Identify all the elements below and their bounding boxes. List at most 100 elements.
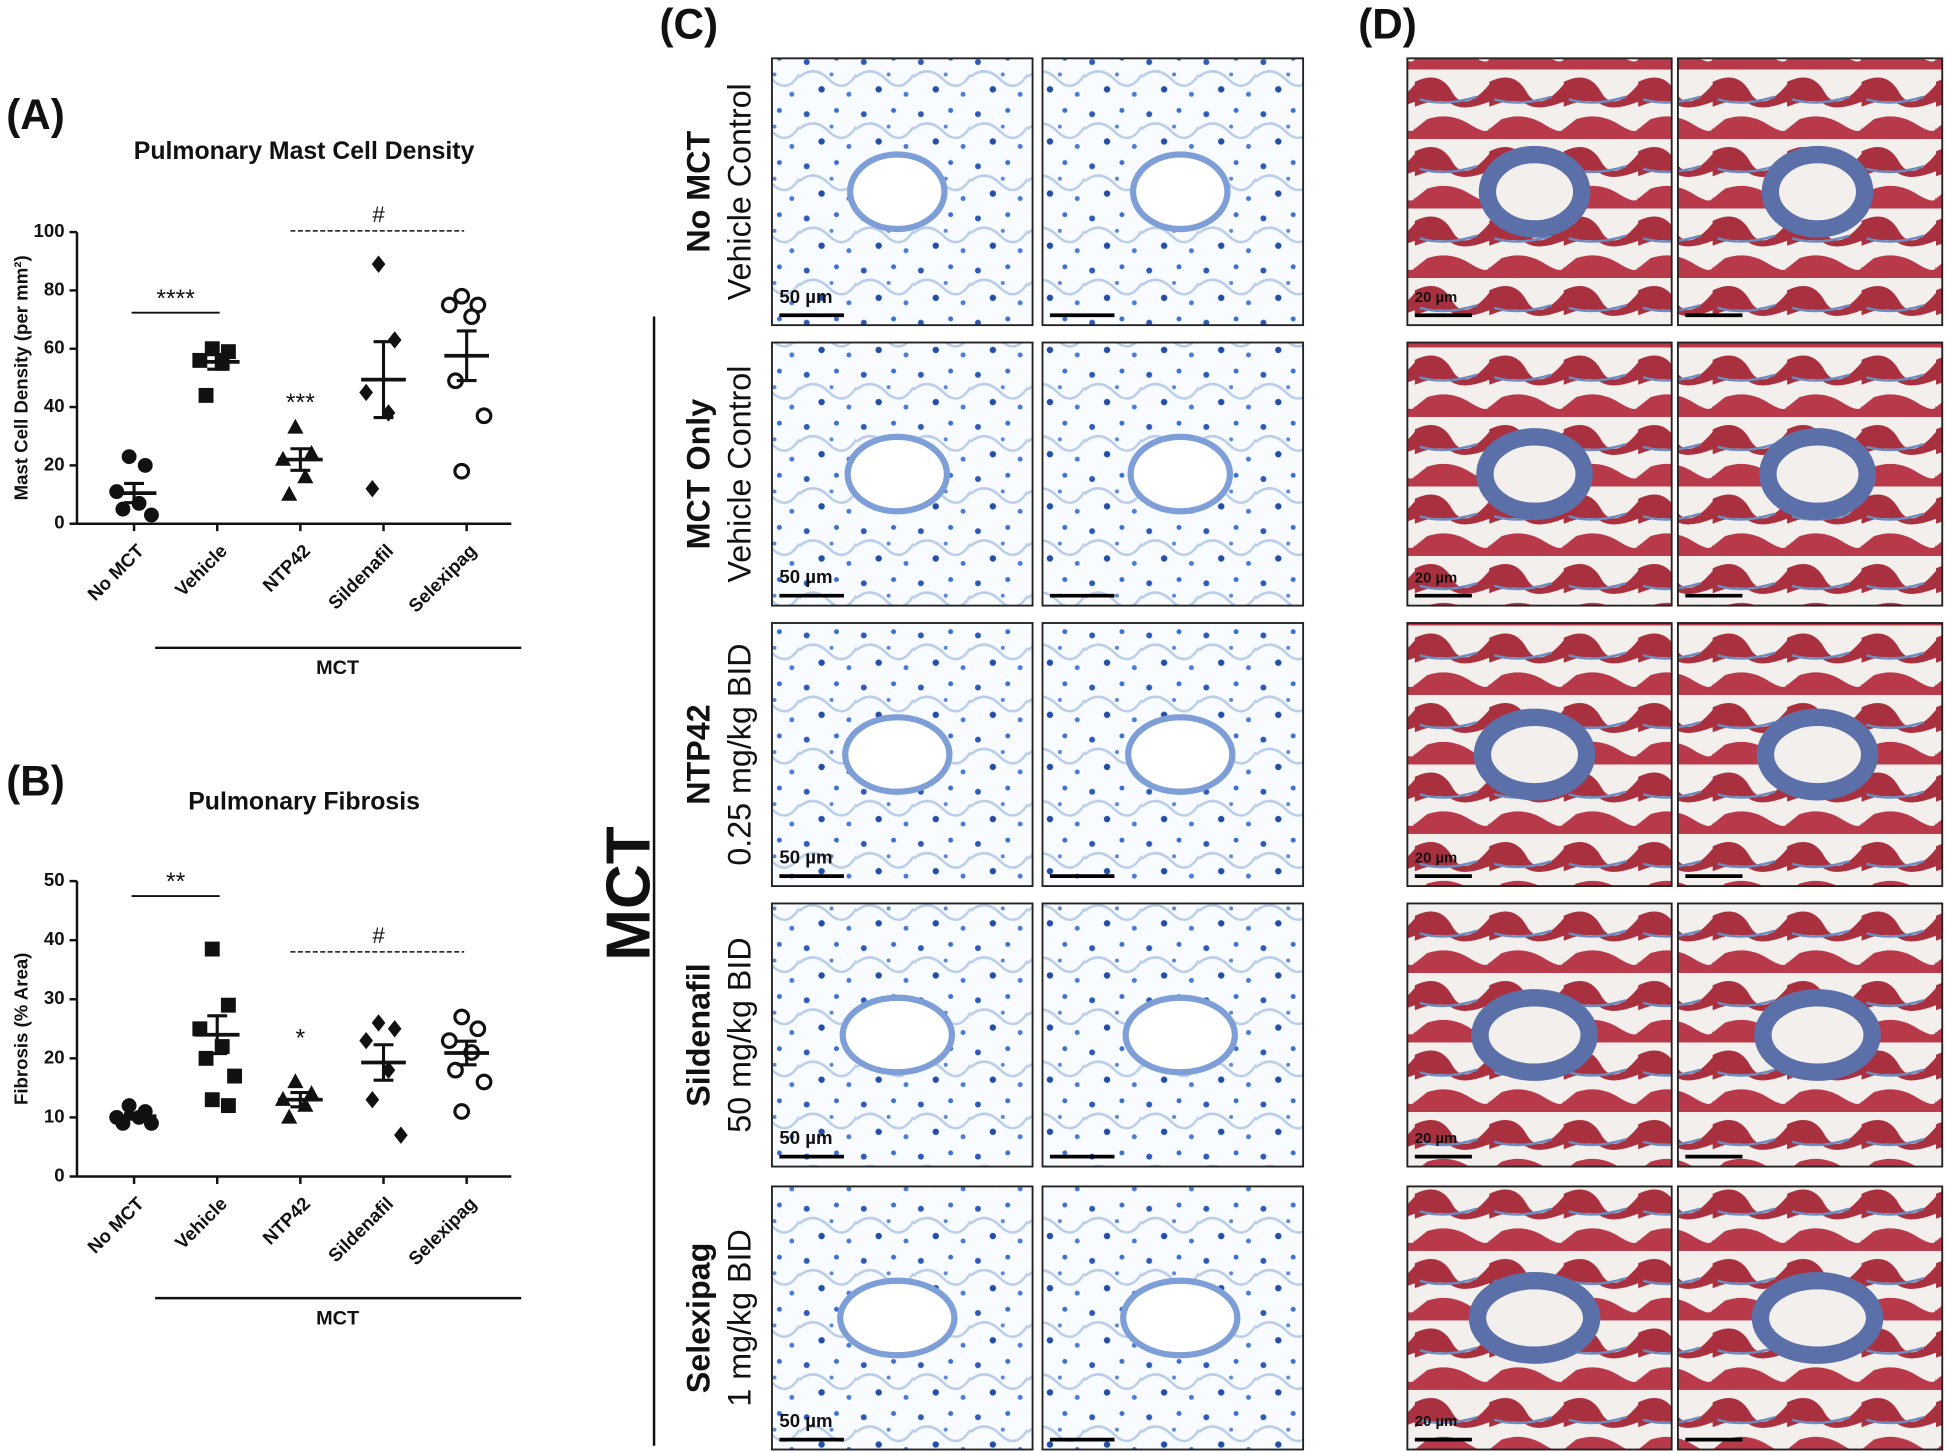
row-subtitle: Vehicle Control <box>722 366 758 583</box>
row-subtitle: 0.25 mg/kg BID <box>722 643 758 865</box>
point <box>204 941 220 957</box>
scale-bar-label: 50 µm <box>779 566 832 587</box>
row-title: Selexipag <box>681 1243 717 1394</box>
vessel <box>1122 994 1238 1076</box>
scale-bar-label: 50 µm <box>779 1127 832 1148</box>
point <box>453 1008 471 1026</box>
vessel <box>1761 145 1874 238</box>
group-label: MCT <box>316 1307 359 1329</box>
point <box>453 1103 471 1120</box>
scale-bar-label: 20 µm <box>1415 1131 1457 1147</box>
x-tick-label: Vehicle <box>171 1193 231 1253</box>
point <box>475 1073 493 1091</box>
vessel <box>1759 428 1876 520</box>
y-axis-label: Fibrosis (% Area) <box>10 953 31 1105</box>
y-tick-label: 30 <box>44 987 65 1008</box>
significance: # <box>372 923 385 948</box>
point <box>359 1031 373 1050</box>
point <box>220 997 236 1013</box>
vessel <box>847 151 948 233</box>
significance: *** <box>286 390 315 417</box>
x-tick-label: Selexipag <box>404 540 480 616</box>
significance: ** <box>166 869 186 896</box>
vessel <box>1471 989 1598 1081</box>
group-label: MCT <box>594 826 663 960</box>
point <box>143 1115 159 1131</box>
point <box>297 468 314 484</box>
vessel <box>1754 989 1881 1081</box>
point <box>137 457 153 473</box>
scale-bar-label: 20 µm <box>1415 851 1457 867</box>
vessel <box>1127 433 1233 515</box>
y-tick-label: 0 <box>54 512 64 533</box>
chart-title: Pulmonary Fibrosis <box>188 789 420 816</box>
point <box>121 449 137 465</box>
vessel <box>1125 714 1236 795</box>
y-tick-label: 60 <box>44 337 65 358</box>
y-tick-label: 10 <box>44 1105 65 1126</box>
point <box>192 1021 208 1037</box>
y-tick-label: 0 <box>54 1164 64 1185</box>
y-tick-label: 80 <box>44 278 65 299</box>
group-label: MCT <box>316 657 359 679</box>
y-tick-label: 40 <box>44 928 65 949</box>
point <box>281 485 298 501</box>
point <box>198 387 214 403</box>
point <box>394 1126 408 1144</box>
row-title: NTP42 <box>681 704 717 804</box>
point <box>121 1098 137 1114</box>
point <box>365 480 380 498</box>
y-axis-label: Mast Cell Density (per mm²) <box>10 255 31 500</box>
vessel <box>1120 1277 1241 1359</box>
point <box>220 1098 236 1114</box>
panel-label: (C) <box>660 0 719 47</box>
point <box>204 1092 220 1108</box>
point <box>463 308 481 326</box>
chart-title: Pulmonary Mast Cell Density <box>134 138 475 165</box>
point <box>387 1020 402 1038</box>
point <box>475 407 493 425</box>
scale-bar-label: 20 µm <box>1415 570 1457 586</box>
panel-label: (B) <box>6 757 65 804</box>
x-tick-label: Sildenafil <box>324 540 397 613</box>
vessel <box>1478 145 1591 238</box>
point <box>303 1085 320 1100</box>
point <box>115 501 131 517</box>
row-title: No MCT <box>681 131 717 253</box>
point <box>453 462 471 480</box>
panel-label: (A) <box>6 91 65 138</box>
point <box>227 1068 243 1084</box>
row-title: Sildenafil <box>681 963 717 1106</box>
vessel <box>1751 1272 1884 1364</box>
vessel <box>1473 708 1596 801</box>
vessel <box>1129 151 1231 233</box>
vessel <box>842 714 953 795</box>
x-tick-label: Sildenafil <box>324 1193 397 1266</box>
point <box>204 341 220 357</box>
x-tick-label: No MCT <box>83 1192 148 1257</box>
point <box>440 296 458 314</box>
point <box>365 1091 380 1109</box>
x-tick-label: NTP42 <box>258 1193 314 1249</box>
vessel <box>1756 708 1879 801</box>
significance: **** <box>156 286 195 313</box>
point <box>143 507 159 523</box>
row-subtitle: Vehicle Control <box>722 83 758 300</box>
scale-bar-label: 50 µm <box>779 1410 832 1431</box>
y-tick-label: 20 <box>44 453 65 474</box>
row-subtitle: 1 mg/kg BID <box>722 1229 758 1406</box>
row-subtitle: 50 mg/kg BID <box>722 937 758 1132</box>
vessel <box>844 433 951 515</box>
scale-bar-label: 50 µm <box>779 847 832 868</box>
point <box>371 255 386 273</box>
row-title: MCT Only <box>681 399 717 550</box>
point <box>447 1061 464 1079</box>
y-tick-label: 100 <box>34 220 65 241</box>
scale-bar-label: 20 µm <box>1415 290 1457 306</box>
vessel <box>1476 428 1593 520</box>
y-tick-label: 50 <box>44 869 65 890</box>
y-tick-label: 20 <box>44 1046 65 1067</box>
vessel <box>1468 1272 1601 1364</box>
